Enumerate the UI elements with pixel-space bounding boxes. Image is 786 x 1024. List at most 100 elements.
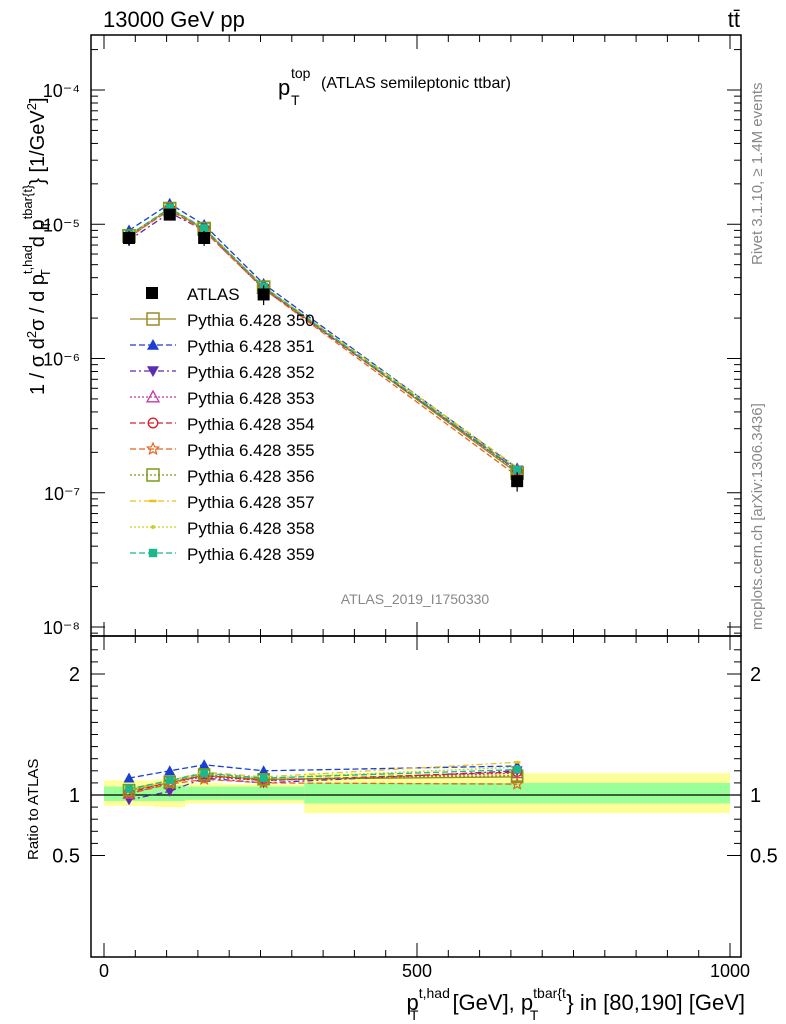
ratio-series-point [198,759,210,770]
xlabel-part-e: tbar{t [533,985,566,1001]
main-series-4 [123,203,523,477]
title-rest: (ATLAS semileptonic ttbar) [321,75,511,92]
ratio-ylabel: Ratio to ATLAS [25,759,42,860]
ratio-series-point [197,768,211,781]
legend-label: Pythia 6.428 357 [187,493,315,512]
main-series-9 [124,203,522,475]
ylabel-part-g: tbar{t} [20,184,35,219]
ratio-series-point [122,783,136,797]
data-point [511,475,524,488]
data-points [123,208,524,492]
legend-marker-data [146,287,158,299]
xlabel-part-f: T [530,1007,539,1023]
ratio-ytick-label: 2 [69,664,80,686]
xlabel-part-c: T [410,1007,419,1023]
ratio-series-point [257,773,270,786]
xlabel: pt,had T [GeV], ptbar{t T} in [80,190] [GeV… [406,985,745,1023]
ylabel-part-f: d p [27,219,49,247]
plot-title: p T top (ATLAS semileptonic ttbar) [278,65,511,108]
main-series-line [128,207,518,471]
ratio-xtick-label: 500 [402,961,432,981]
ratio-ytick-label-right: 1 [750,785,761,807]
ratio-series-point [163,775,176,788]
data-point [123,231,136,244]
ratio-ytick-label: 0.5 [52,846,80,868]
title-sub: T [291,92,300,108]
main-series-line [128,209,518,477]
legend-label: Pythia 6.428 353 [187,389,315,408]
ratio-xtick-label: 0 [99,961,109,981]
legend-marker [151,525,155,529]
main-series-3 [121,201,525,477]
legend-marker [147,417,159,429]
ratio-series-point [197,772,211,785]
main-series-point [199,224,209,233]
ratio-series-point [164,786,176,797]
ylabel-part-e: T [38,269,53,277]
main-ytick-label: 10⁻⁴ [43,81,80,101]
legend-marker [145,441,161,456]
data-point [257,288,270,301]
ylabel-part-k: ] [27,97,49,103]
legend-label: Pythia 6.428 355 [187,441,315,460]
legend-marker [146,312,160,326]
header-left: 13000 GeV pp [103,7,245,32]
ratio-series [122,759,524,806]
ratio-series-point [258,765,270,776]
xlabel-part-d: [GeV], p [452,990,533,1015]
ratio-series-point [165,776,174,785]
mcplots-label: mcplots.cern.ch [arXiv:1306.3436] [749,403,766,630]
legend-label-data: ATLAS [187,285,240,304]
ratio-series-point [123,772,135,783]
ylabel-part-a: 1 / σ d [27,338,49,395]
legend-label: Pythia 6.428 354 [187,415,315,434]
legend-label: Pythia 6.428 351 [187,337,315,356]
ratio-bands [91,773,741,814]
ratio-ytick-label: 1 [69,785,80,807]
ylabel-part-i: } [1/GeV [27,110,49,185]
ratio-xtick-label: 1000 [710,961,750,981]
xlabel-part-g: } in [80,190] [GeV] [566,990,745,1015]
main-ylabel: 1 / σ d2σ / d pt,had Td ptbar{t}T} [1/GeV… [20,97,53,395]
legend: ATLAS Pythia 6.428 350 Pythia 6.428 351 Pyt… [130,285,315,564]
main-series-2 [123,207,524,477]
title-main: p [278,75,290,100]
axes: 10⁻⁸ 10⁻⁷ 10⁻⁶ 10⁻⁵ 10⁻⁴ 0 500 1000 0.5 0.5 1 1 2 2 [43,35,778,981]
xlabel-part-b: t,had [419,985,450,1001]
ylabel-part-j: 2 [24,103,39,110]
ratio-panel-frame [90,635,742,958]
main-ytick-label: 10⁻⁷ [44,484,80,504]
data-point [163,208,176,221]
ratio-ytick-label-right: 0.5 [750,846,778,868]
main-series-line [128,203,518,469]
ratio-series-point [513,765,522,774]
legend-label: Pythia 6.428 359 [187,545,315,564]
xlabel-part-a: p [406,990,418,1015]
main-ytick-label: 10⁻⁸ [43,618,80,638]
ylabel-part-c: σ / d p [27,274,49,331]
ylabel-part-b: 2 [24,331,39,338]
main-series [121,197,525,492]
main-series-point [512,465,522,475]
ratio-series-point [510,777,524,790]
ratio-series-point [125,785,133,793]
inner-band-3 [222,786,305,800]
legend-marker [147,339,159,350]
legend-marker [145,389,161,403]
ratio-series-point [259,774,268,782]
analysis-id: ATLAS_2019_I1750330 [341,591,490,607]
legend-label: Pythia 6.428 358 [187,519,315,538]
main-ytick-label: 10⁻⁵ [43,215,80,235]
ylabel-part-h: T [38,221,53,229]
ratio-series-point [164,765,176,776]
ratio-series-9 [125,765,522,793]
legend-label: Pythia 6.428 352 [187,363,315,382]
main-series-5 [121,202,525,483]
ylabel-part-d: t,had [20,245,35,274]
rivet-label: Rivet 3.1.10, ≥ 1.4M events [749,83,766,266]
title-sup: top [291,65,311,81]
main-series-6 [122,201,524,480]
legend-label: Pythia 6.428 356 [187,467,315,486]
inner-band-2 [185,786,223,800]
